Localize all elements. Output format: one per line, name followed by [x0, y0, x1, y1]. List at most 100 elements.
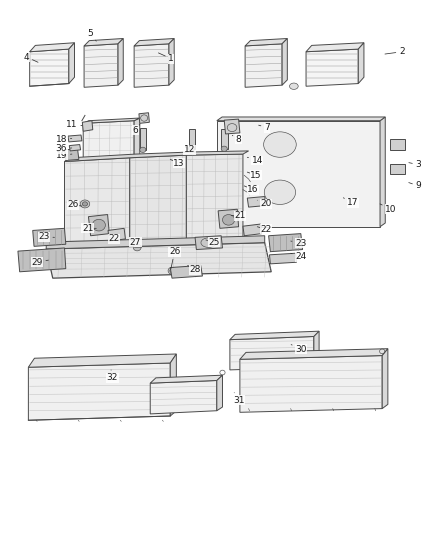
Polygon shape	[390, 139, 405, 150]
Text: 4: 4	[24, 53, 38, 62]
Text: 36: 36	[56, 144, 72, 154]
Polygon shape	[130, 155, 186, 246]
Polygon shape	[84, 38, 123, 46]
Polygon shape	[83, 118, 140, 123]
Polygon shape	[221, 128, 228, 149]
Text: 24: 24	[291, 253, 307, 262]
Polygon shape	[64, 151, 249, 161]
Polygon shape	[169, 38, 174, 85]
Text: 3: 3	[409, 160, 421, 169]
Polygon shape	[118, 38, 123, 85]
Polygon shape	[64, 158, 130, 251]
Polygon shape	[140, 127, 146, 150]
Polygon shape	[134, 118, 140, 195]
Polygon shape	[314, 331, 319, 367]
Text: 11: 11	[66, 120, 82, 129]
Polygon shape	[18, 248, 66, 272]
Text: 23: 23	[39, 232, 54, 241]
Ellipse shape	[290, 83, 298, 90]
Text: 27: 27	[130, 238, 141, 247]
Polygon shape	[230, 331, 319, 340]
Ellipse shape	[133, 244, 141, 251]
Text: 19: 19	[56, 151, 72, 160]
Polygon shape	[382, 349, 388, 409]
Polygon shape	[134, 38, 174, 46]
Text: 16: 16	[244, 185, 259, 194]
Polygon shape	[134, 44, 169, 87]
Polygon shape	[306, 49, 358, 86]
Polygon shape	[245, 44, 282, 87]
Polygon shape	[30, 43, 74, 52]
Polygon shape	[306, 43, 364, 52]
Text: 15: 15	[247, 171, 262, 180]
Text: 13: 13	[170, 159, 185, 167]
Polygon shape	[188, 128, 195, 149]
Polygon shape	[390, 164, 405, 174]
Polygon shape	[170, 354, 177, 416]
Polygon shape	[230, 336, 314, 370]
Polygon shape	[358, 43, 364, 84]
Polygon shape	[108, 228, 125, 241]
Ellipse shape	[223, 215, 235, 225]
Polygon shape	[217, 117, 385, 120]
Polygon shape	[217, 120, 380, 227]
Text: 22: 22	[257, 225, 272, 234]
Polygon shape	[68, 135, 82, 142]
Polygon shape	[28, 363, 170, 420]
Ellipse shape	[221, 146, 227, 151]
Polygon shape	[170, 265, 202, 278]
Text: 5: 5	[88, 29, 96, 41]
Polygon shape	[139, 113, 149, 123]
Polygon shape	[268, 233, 303, 252]
Polygon shape	[64, 149, 79, 160]
Ellipse shape	[80, 200, 90, 208]
Text: 31: 31	[233, 393, 244, 405]
Text: 25: 25	[206, 238, 219, 247]
Ellipse shape	[168, 267, 176, 274]
Text: 10: 10	[380, 204, 397, 214]
Polygon shape	[243, 224, 261, 236]
Text: 22: 22	[108, 235, 119, 244]
Text: 18: 18	[56, 135, 72, 144]
Polygon shape	[224, 119, 240, 134]
Polygon shape	[33, 228, 66, 246]
Polygon shape	[282, 38, 287, 85]
Polygon shape	[88, 215, 110, 236]
Polygon shape	[150, 375, 223, 383]
Ellipse shape	[140, 147, 146, 152]
Text: 30: 30	[291, 344, 307, 354]
Polygon shape	[247, 197, 266, 207]
Text: 7: 7	[259, 123, 270, 132]
Ellipse shape	[188, 146, 194, 151]
Text: 17: 17	[343, 198, 359, 207]
Polygon shape	[83, 120, 134, 198]
Ellipse shape	[82, 202, 88, 206]
Text: 12: 12	[184, 146, 195, 155]
Polygon shape	[269, 253, 297, 264]
Polygon shape	[218, 209, 239, 228]
Text: 21: 21	[82, 224, 96, 233]
Polygon shape	[240, 356, 382, 413]
Text: 32: 32	[107, 370, 118, 382]
Polygon shape	[69, 43, 74, 84]
Text: 26: 26	[67, 200, 82, 209]
Polygon shape	[30, 49, 69, 86]
Text: 8: 8	[232, 135, 241, 144]
Polygon shape	[46, 236, 265, 249]
Text: 29: 29	[32, 258, 48, 266]
Polygon shape	[245, 38, 287, 46]
Polygon shape	[150, 381, 217, 414]
Ellipse shape	[170, 269, 174, 272]
Polygon shape	[380, 117, 385, 227]
Text: 2: 2	[385, 47, 405, 56]
Text: 28: 28	[187, 265, 201, 274]
Text: 14: 14	[247, 156, 263, 165]
Polygon shape	[84, 44, 118, 87]
Text: 21: 21	[231, 211, 246, 220]
Polygon shape	[82, 120, 93, 131]
Polygon shape	[28, 354, 177, 367]
Polygon shape	[46, 243, 271, 278]
Text: 20: 20	[257, 199, 272, 208]
Polygon shape	[69, 144, 81, 151]
Text: 26: 26	[169, 247, 180, 269]
